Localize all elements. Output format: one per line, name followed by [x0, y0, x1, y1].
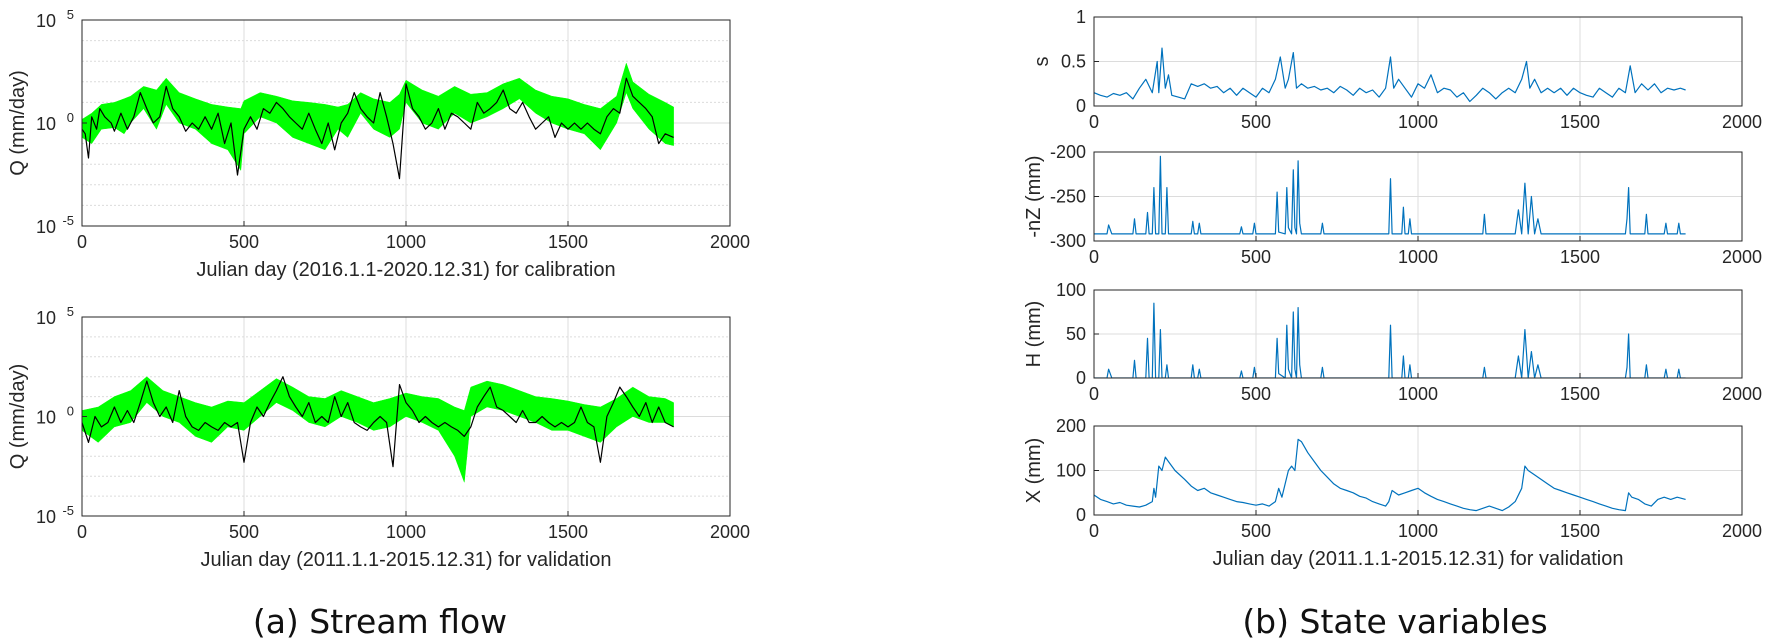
- plot-area: [1094, 302, 1686, 378]
- x-tick-label: 0: [1089, 247, 1099, 267]
- y-tick-label: 0: [1076, 368, 1086, 388]
- x-tick-label: 0: [77, 232, 87, 252]
- y-tick-label: 10: [36, 308, 56, 328]
- x-tick-label: 500: [229, 522, 259, 542]
- x-axis-label: Julian day (2016.1.1-2020.12.31) for cal…: [196, 259, 615, 281]
- series-line: [82, 376, 674, 468]
- plot-area: [1094, 438, 1686, 512]
- chart-flow_calibration: 0 500 1000 1500 2000 10 -5 10 0 10 5 Julian day (20…: [7, 7, 750, 281]
- x-axis-label: Julian day (2011.1.1-2015.12.31) for val…: [200, 549, 611, 571]
- y-tick-label: 10: [36, 507, 56, 527]
- caption-right: (b) State variables: [1242, 602, 1547, 641]
- y-tick-label: -300: [1050, 231, 1086, 251]
- x-tick-label: 2000: [1722, 521, 1762, 541]
- plot-area: [1094, 47, 1686, 103]
- x-tick-label: 1000: [1398, 247, 1438, 267]
- y-tick-exponent: -5: [62, 503, 74, 518]
- x-tick-label: 500: [1241, 112, 1271, 132]
- x-tick-label: 1000: [386, 522, 426, 542]
- y-tick-label: 10: [36, 408, 56, 428]
- simulation-band: [82, 376, 674, 483]
- y-tick-exponent: 5: [67, 304, 74, 319]
- y-tick-label: 100: [1056, 461, 1086, 481]
- x-tick-label: 1000: [1398, 112, 1438, 132]
- x-tick-label: 2000: [1722, 384, 1762, 404]
- x-tick-label: 1500: [548, 232, 588, 252]
- chart-state_H: 0 500 1000 1500 2000 0 50 100 H (mm): [1023, 280, 1762, 404]
- y-axis-label: H (mm): [1023, 301, 1045, 368]
- y-tick-label: 10: [36, 217, 56, 237]
- y-tick-label: 200: [1056, 416, 1086, 436]
- y-tick-exponent: 5: [67, 7, 74, 22]
- caption-left: (a) Stream flow: [253, 602, 507, 641]
- series-line: [82, 77, 674, 180]
- x-tick-label: 500: [1241, 521, 1271, 541]
- y-tick-label: 0: [1076, 505, 1086, 525]
- simulation-band: [82, 62, 674, 172]
- y-tick-label: 0.5: [1061, 52, 1086, 72]
- y-tick-label: 10: [36, 114, 56, 134]
- x-tick-label: 1500: [548, 522, 588, 542]
- y-tick-label: 50: [1066, 324, 1086, 344]
- y-tick-label: 100: [1056, 280, 1086, 300]
- x-tick-label: 2000: [710, 232, 750, 252]
- x-tick-label: 1500: [1560, 521, 1600, 541]
- series-line: [1094, 155, 1686, 235]
- y-axis-label: X (mm): [1023, 438, 1045, 504]
- chart-state_X: 0 500 1000 1500 2000 0 100 200 Julian day (2011.…: [1023, 416, 1762, 570]
- series-line: [1094, 302, 1686, 378]
- y-axis-label: Q (mm/day): [7, 70, 29, 176]
- x-tick-label: 0: [1089, 521, 1099, 541]
- plot-area: [82, 62, 674, 180]
- y-tick-exponent: -5: [62, 213, 74, 228]
- x-tick-label: 1000: [386, 232, 426, 252]
- y-tick-label: -200: [1050, 142, 1086, 162]
- x-tick-label: 0: [1089, 112, 1099, 132]
- x-tick-label: 2000: [710, 522, 750, 542]
- y-axis-label: s: [1031, 57, 1053, 67]
- y-axis-label: -nZ (mm): [1023, 155, 1045, 237]
- x-tick-label: 0: [1089, 384, 1099, 404]
- x-tick-label: 1000: [1398, 521, 1438, 541]
- y-tick-label: 1: [1076, 7, 1086, 27]
- y-axis-label: Q (mm/day): [7, 364, 29, 470]
- x-tick-label: 1000: [1398, 384, 1438, 404]
- x-tick-label: 500: [229, 232, 259, 252]
- x-axis-label: Julian day (2011.1.1-2015.12.31) for val…: [1212, 548, 1623, 570]
- x-tick-label: 1500: [1560, 112, 1600, 132]
- series-line: [1094, 47, 1686, 103]
- x-tick-label: 1500: [1560, 384, 1600, 404]
- x-tick-label: 2000: [1722, 112, 1762, 132]
- x-tick-label: 500: [1241, 384, 1271, 404]
- y-tick-label: 10: [36, 11, 56, 31]
- y-tick-label: -250: [1050, 187, 1086, 207]
- plot-area: [1094, 155, 1686, 235]
- chart-state_s: 0 500 1000 1500 2000 0 0.5 1 s: [1031, 7, 1762, 132]
- plot-area: [82, 376, 674, 483]
- series-line: [1094, 438, 1686, 512]
- y-tick-exponent: 0: [67, 110, 74, 125]
- x-tick-label: 0: [77, 522, 87, 542]
- chart-state_nZ: 0 500 1000 1500 2000 -300 -250 -200-nZ (mm): [1023, 142, 1762, 267]
- x-tick-label: 500: [1241, 247, 1271, 267]
- x-tick-label: 1500: [1560, 247, 1600, 267]
- x-tick-label: 2000: [1722, 247, 1762, 267]
- chart-flow_validation: 0 500 1000 1500 2000 10 -5 10 0 10 5 Julian day (20…: [7, 304, 750, 571]
- y-tick-exponent: 0: [67, 404, 74, 419]
- y-tick-label: 0: [1076, 96, 1086, 116]
